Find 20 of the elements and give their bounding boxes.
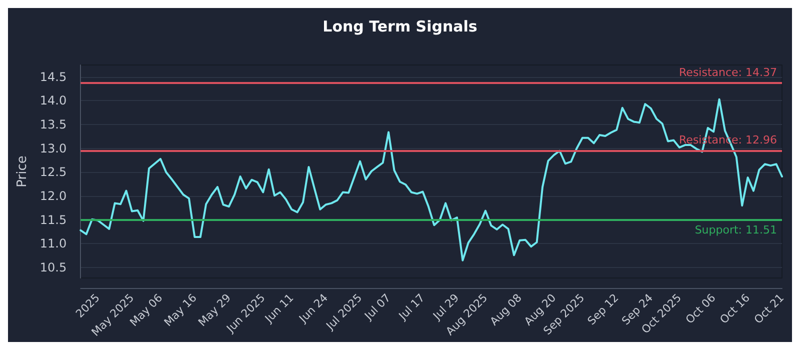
ref-line-label: Resistance: 14.37	[679, 66, 777, 80]
ref-line-label: Support: 11.51	[694, 223, 777, 236]
x-tick-label: Jul 17	[396, 291, 428, 324]
y-tick-label: 10.5	[40, 260, 67, 275]
y-tick-label: 13.0	[40, 141, 67, 156]
y-tick-label: 11.5	[40, 212, 67, 227]
x-tick-label: Oct 21	[752, 291, 787, 326]
x-tick-label: Sep 12	[585, 291, 622, 328]
y-tick-label: 12.5	[40, 165, 67, 180]
y-tick-label: 11.0	[40, 236, 67, 251]
x-tick-label: Oct 16	[717, 291, 752, 326]
y-axis-title: Price	[15, 156, 30, 188]
line-series	[80, 98, 783, 262]
y-tick-label: 12.0	[40, 189, 67, 204]
chart-title: Long Term Signals	[322, 18, 478, 36]
x-tick-label: Jul 07	[362, 291, 394, 324]
x-tick-label: Oct 06	[683, 291, 718, 326]
y-tick-label: 14.0	[40, 94, 67, 108]
y-tick-label: 14.5	[40, 70, 67, 84]
y-tick-label: 13.5	[40, 118, 67, 132]
